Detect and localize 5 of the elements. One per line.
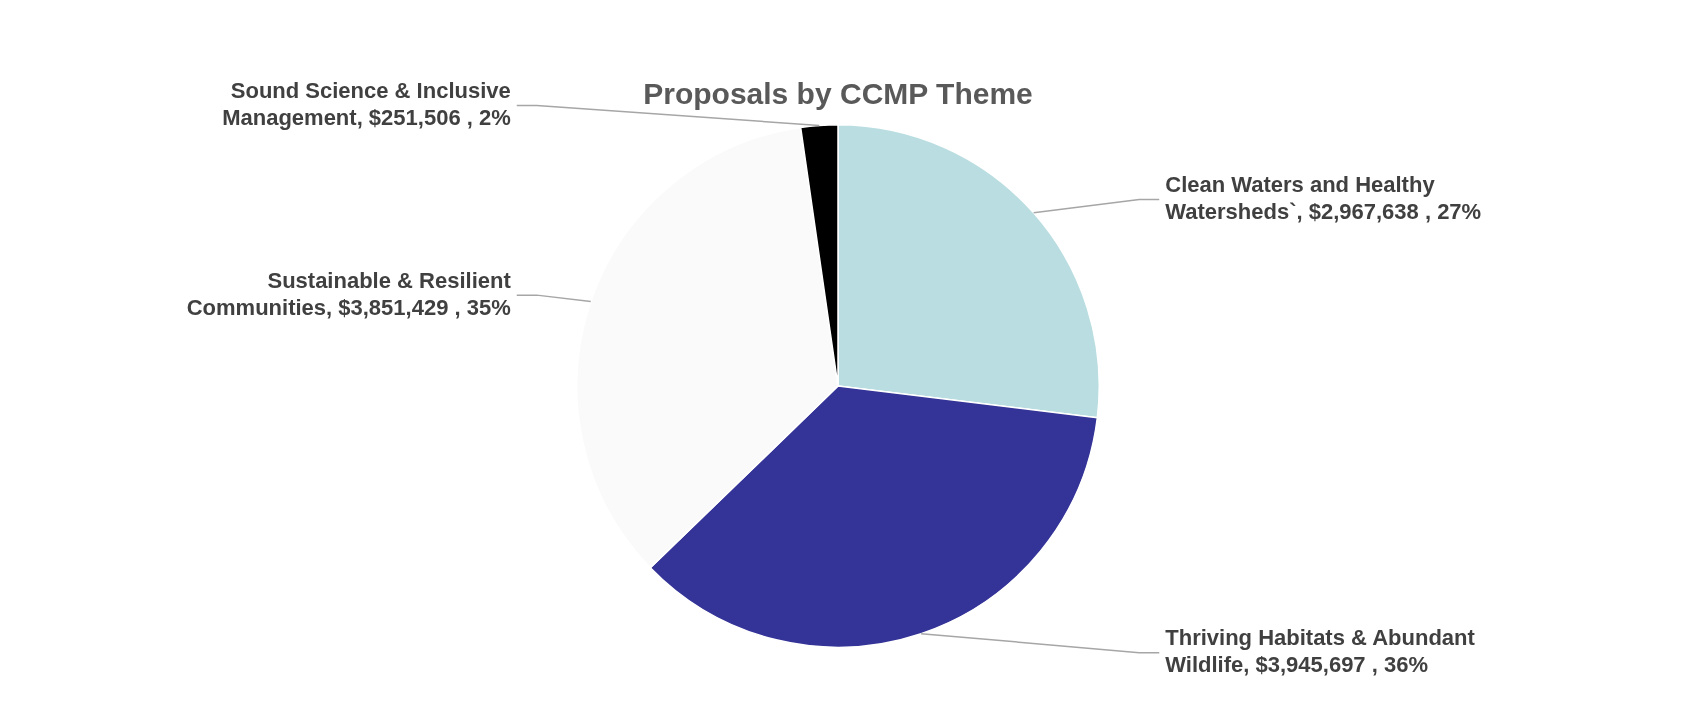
chart-title: Proposals by CCMP Theme xyxy=(643,77,1033,111)
slice-label: Thriving Habitats & Abundant Wildlife, $3,945,697 , 36% xyxy=(1165,625,1476,678)
slice-label: Sustainable & Resilient Communities, $3,851,429 , 35% xyxy=(186,267,512,320)
slice-label: Sound Science & Inclusive Management, $251,506 , 2% xyxy=(222,78,511,131)
slice-label: Clean Waters and Healthy Watersheds`, $2,967,638 , 27% xyxy=(1165,172,1482,225)
